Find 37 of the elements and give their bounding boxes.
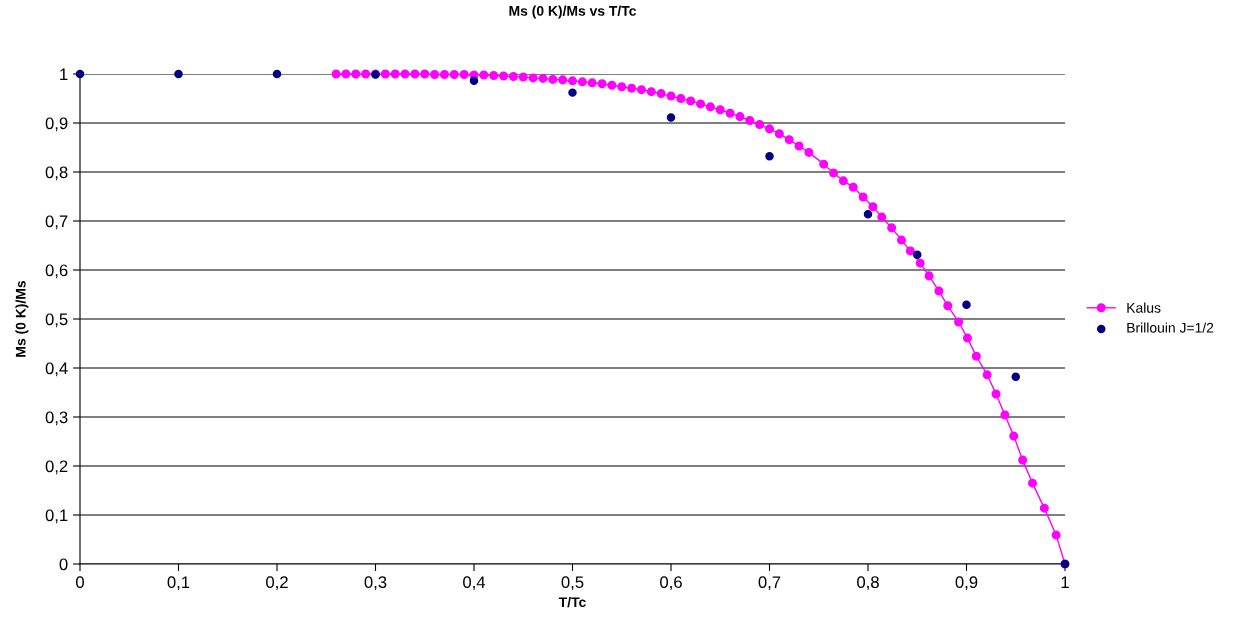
y-tick-label: 0,6 <box>45 264 68 279</box>
legend-label: Brillouin J=1/2 <box>1127 322 1214 333</box>
point <box>666 113 676 122</box>
point <box>469 76 479 86</box>
y-tick-label: 0,5 <box>45 313 68 328</box>
point <box>568 88 577 97</box>
x-axis-title: T/Tc <box>558 596 586 608</box>
x-tick-label: 0,7 <box>758 576 781 591</box>
y-tick-label: 0,4 <box>45 362 68 377</box>
y-axis-title: Ms (0 K)/Ms <box>15 280 29 357</box>
y-tick-label: 0,8 <box>45 166 68 181</box>
chart-title: Ms (0 K)/Ms vs T/Tc <box>509 5 637 19</box>
y-tick-label: 1 <box>60 68 68 81</box>
point <box>913 250 922 260</box>
x-tick-label: 0,3 <box>364 576 387 591</box>
x-tick-label: 0,6 <box>660 576 682 591</box>
y-tick-label: 0,3 <box>45 411 68 426</box>
point <box>1011 372 1020 382</box>
x-tick-label: 0,5 <box>561 576 584 591</box>
x-tick-label: 0,2 <box>266 576 288 591</box>
x-tick-label: 0,1 <box>167 576 190 591</box>
x-tick-label: 1 <box>1061 576 1069 588</box>
y-tick-label: 0,7 <box>45 215 68 230</box>
x-tick-label: 0,4 <box>463 576 486 591</box>
x-tick-label: 0,9 <box>955 576 978 591</box>
y-tick-label: 0 <box>59 558 68 571</box>
y-tick-label: 0,9 <box>45 117 68 132</box>
point <box>174 69 183 79</box>
point <box>765 152 774 161</box>
x-tick-label: 0 <box>76 576 84 589</box>
point <box>272 69 282 79</box>
legend-label: Kalus <box>1127 302 1161 313</box>
point <box>962 300 971 310</box>
y-tick-label: 0,2 <box>45 460 68 475</box>
x-tick-label: 0,8 <box>857 576 879 591</box>
point <box>863 209 873 219</box>
y-tick-label: 0,1 <box>45 509 68 524</box>
